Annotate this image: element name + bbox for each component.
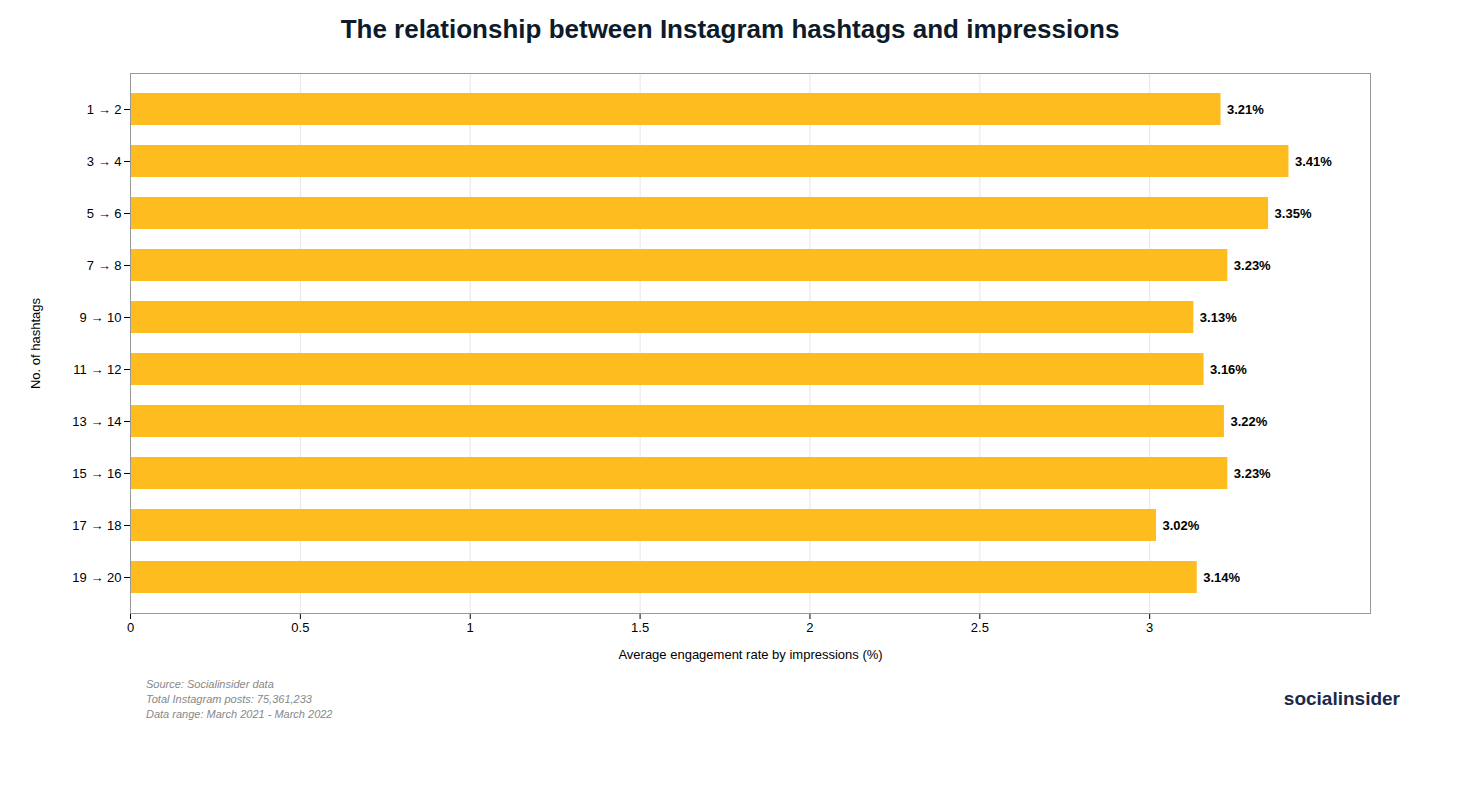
svg-text:19 → 20: 19 → 20 bbox=[72, 570, 121, 585]
svg-text:3.16%: 3.16% bbox=[1210, 362, 1247, 377]
html-text:Source: Socialinsider data Tot: Source: Socialinsider data Total Instagr… bbox=[146, 678, 333, 720]
svg-text:7 → 8: 7 → 8 bbox=[87, 258, 122, 273]
svg-text:9 → 10: 9 → 10 bbox=[80, 310, 122, 325]
svg-text:1 → 2: 1 → 2 bbox=[87, 102, 122, 117]
svg-text:0.5: 0.5 bbox=[291, 620, 309, 635]
svg-text:17 → 18: 17 → 18 bbox=[72, 518, 121, 533]
svg-text:11 → 12: 11 → 12 bbox=[73, 362, 121, 377]
svg-text:No. of hashtags: No. of hashtags bbox=[28, 297, 43, 389]
svg-text:3.35%: 3.35% bbox=[1275, 206, 1312, 221]
svg-text:Average engagement rate by imp: Average engagement rate by impressions (… bbox=[618, 647, 882, 662]
svg-text:3.41%: 3.41% bbox=[1295, 154, 1332, 169]
html-text:The relationship between Insta: The relationship between Instagram hasht… bbox=[340, 14, 1120, 44]
svg-text:13 → 14: 13 → 14 bbox=[72, 414, 121, 429]
svg-text:2.5: 2.5 bbox=[971, 620, 989, 635]
svg-text:3 → 4: 3 → 4 bbox=[87, 154, 122, 169]
svg-text:3.14%: 3.14% bbox=[1203, 570, 1240, 585]
svg-text:3.22%: 3.22% bbox=[1230, 414, 1267, 429]
svg-text:3.13%: 3.13% bbox=[1200, 310, 1237, 325]
svg-text:3.23%: 3.23% bbox=[1234, 466, 1271, 481]
svg-text:0: 0 bbox=[127, 620, 134, 635]
html-text:socialinsider: socialinsider bbox=[1283, 688, 1400, 710]
svg-text:1.5: 1.5 bbox=[631, 620, 649, 635]
svg-text:3.02%: 3.02% bbox=[1162, 518, 1199, 533]
svg-text:3.23%: 3.23% bbox=[1234, 258, 1271, 273]
svg-text:15 → 16: 15 → 16 bbox=[72, 466, 121, 481]
svg-text:3.21%: 3.21% bbox=[1227, 102, 1264, 117]
svg-text:5 → 6: 5 → 6 bbox=[87, 206, 122, 221]
svg-text:3: 3 bbox=[1146, 620, 1153, 635]
svg-text:1: 1 bbox=[467, 620, 474, 635]
svg-text:2: 2 bbox=[806, 620, 813, 635]
